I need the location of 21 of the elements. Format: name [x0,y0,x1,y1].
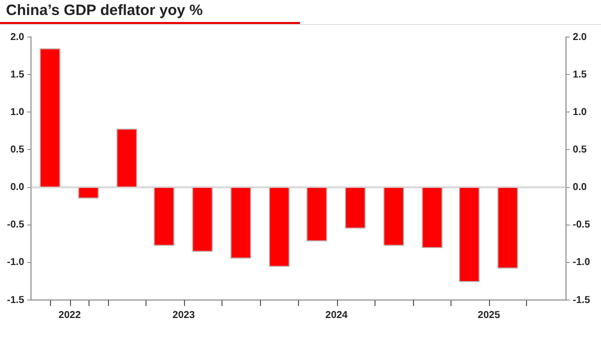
y2-tick-label: -1.5 [572,294,590,306]
y-tick-label: -1.0 [6,257,25,268]
y-tick-label: -1.5 [6,294,25,306]
x-tick-label: 2024 [325,310,348,321]
y2-tick-label: -1.0 [572,257,590,268]
y-tick-label: 1.5 [10,69,25,80]
y2-tick-label: 0.5 [572,144,588,156]
y2-tick-label: 1.5 [572,69,588,80]
y-tick-label: 2.0 [10,32,25,43]
y-tick-label: 1.0 [10,106,25,118]
y-tick-label: -0.5 [6,220,25,231]
y2-tick-label: -0.5 [572,220,590,231]
x-tick-label: 2022 [58,310,82,321]
y-tick-label: 0.0 [10,182,25,194]
y2-tick-label: 0.0 [572,182,588,194]
x-tick-label: 2025 [478,310,500,321]
y-tick-label: 0.5 [10,144,25,156]
y2-tick-label: 1.0 [572,106,588,118]
y2-tick-label: 2.0 [572,32,588,43]
chart-title: China’s GDP deflator yoy % [6,2,203,19]
x-tick-label: 2023 [172,310,196,321]
